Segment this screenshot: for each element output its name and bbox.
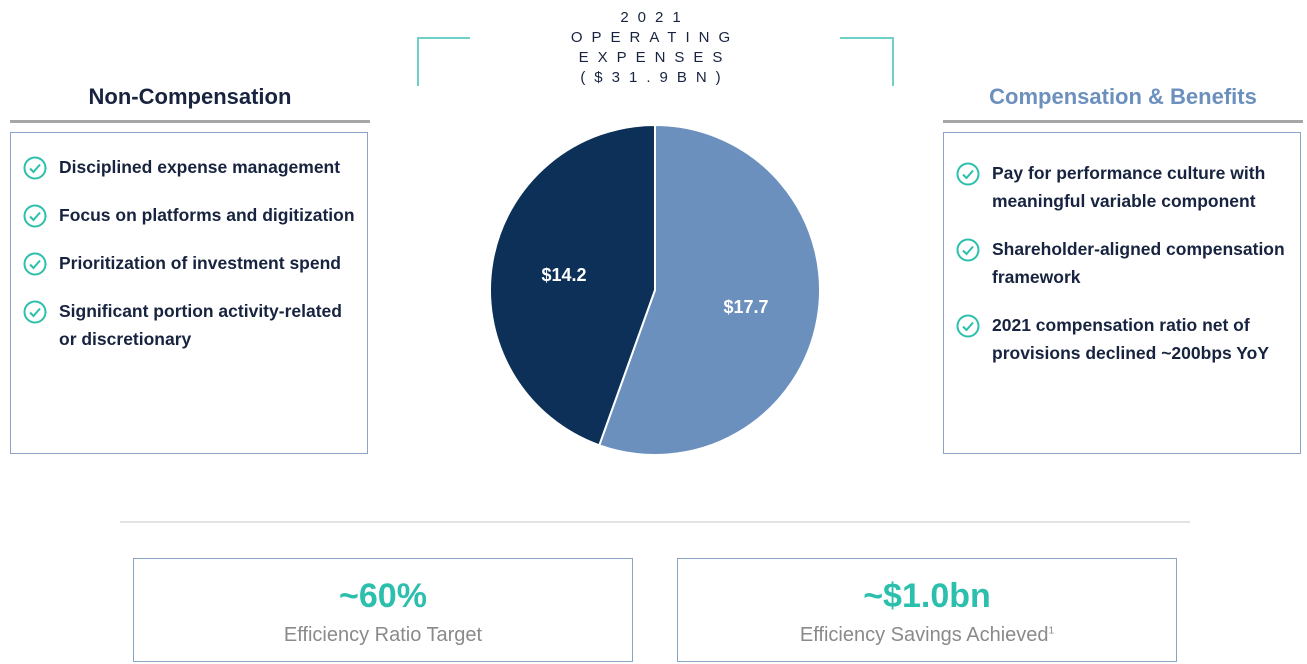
check-circle (956, 238, 980, 262)
bullet-item: Shareholder-aligned compensation framewo… (956, 235, 1288, 291)
bullet-item: Prioritization of investment spend (23, 249, 355, 277)
check-mark (29, 163, 41, 174)
check-circle (956, 314, 980, 338)
check-icon (23, 156, 47, 180)
check-circle (23, 204, 47, 228)
bullet-item: Pay for performance culture with meaning… (956, 159, 1288, 215)
check-icon (23, 252, 47, 276)
check-mark (29, 211, 41, 222)
bullet-item: Significant portion activity-related or … (23, 297, 355, 353)
metric-label: Efficiency Ratio Target (283, 624, 483, 646)
check-icon (956, 238, 980, 262)
bullet-text: 2021 compensation ratio net of provision… (992, 315, 1270, 363)
chart-title: 2021 OPERATING EXPENSES (570, 9, 740, 66)
bullet-item: Disciplined expense management (23, 153, 355, 181)
panel: Pay for performance culture with meaning… (943, 132, 1301, 454)
bullet-item: 2021 compensation ratio net of provision… (956, 311, 1288, 367)
check-circle (23, 252, 47, 276)
metric-value: ~$1.0bn (863, 577, 991, 615)
check-icon (956, 162, 980, 186)
panel-heading: Non-Compensation (10, 84, 370, 123)
panel: Disciplined expense management Focus on p… (10, 132, 368, 454)
check-icon (956, 314, 980, 338)
footnote: 1 (1048, 625, 1055, 637)
metric-label-text: Efficiency Savings Achieved (799, 624, 1049, 646)
bullet-item: Focus on platforms and digitization (23, 201, 355, 229)
metric-box: ~60% Efficiency Ratio Target (133, 558, 633, 662)
check-mark (962, 245, 974, 256)
pie-slice (597, 123, 821, 456)
slice-label: $14.2 (541, 265, 586, 285)
metric-value: ~60% (339, 577, 427, 615)
check-circle (23, 300, 47, 324)
check-mark (29, 307, 41, 318)
bullet-text: Shareholder-aligned compensation framewo… (992, 239, 1285, 287)
panel-heading: Compensation & Benefits (943, 84, 1303, 123)
bullet-text: Pay for performance culture with meaning… (992, 163, 1266, 211)
pie-slice (489, 123, 656, 447)
check-mark (962, 321, 974, 332)
chart-title-block: 2021 OPERATING EXPENSES ($31.9BN) (470, 8, 840, 88)
bullet-text: Prioritization of investment spend (59, 253, 341, 273)
check-icon (23, 300, 47, 324)
chart-subtitle: ($31.9BN) (580, 69, 730, 86)
metric-box: ~$1.0bn Efficiency Savings Achieved1 (677, 558, 1177, 662)
check-mark (29, 259, 41, 270)
slice-label: $17.7 (724, 297, 769, 317)
metric-label: Efficiency Savings Achieved1 (678, 624, 1176, 647)
pie-chart: $17.7 $14.2 (489, 123, 821, 456)
check-mark (962, 169, 974, 180)
check-circle (956, 162, 980, 186)
bullet-text: Significant portion activity-related or … (59, 301, 342, 349)
bracket-left (417, 37, 470, 86)
check-icon (23, 204, 47, 228)
bullet-text: Focus on platforms and digitization (59, 205, 355, 225)
check-circle (23, 156, 47, 180)
bracket-right (840, 37, 894, 86)
bullet-text: Disciplined expense management (59, 157, 341, 177)
